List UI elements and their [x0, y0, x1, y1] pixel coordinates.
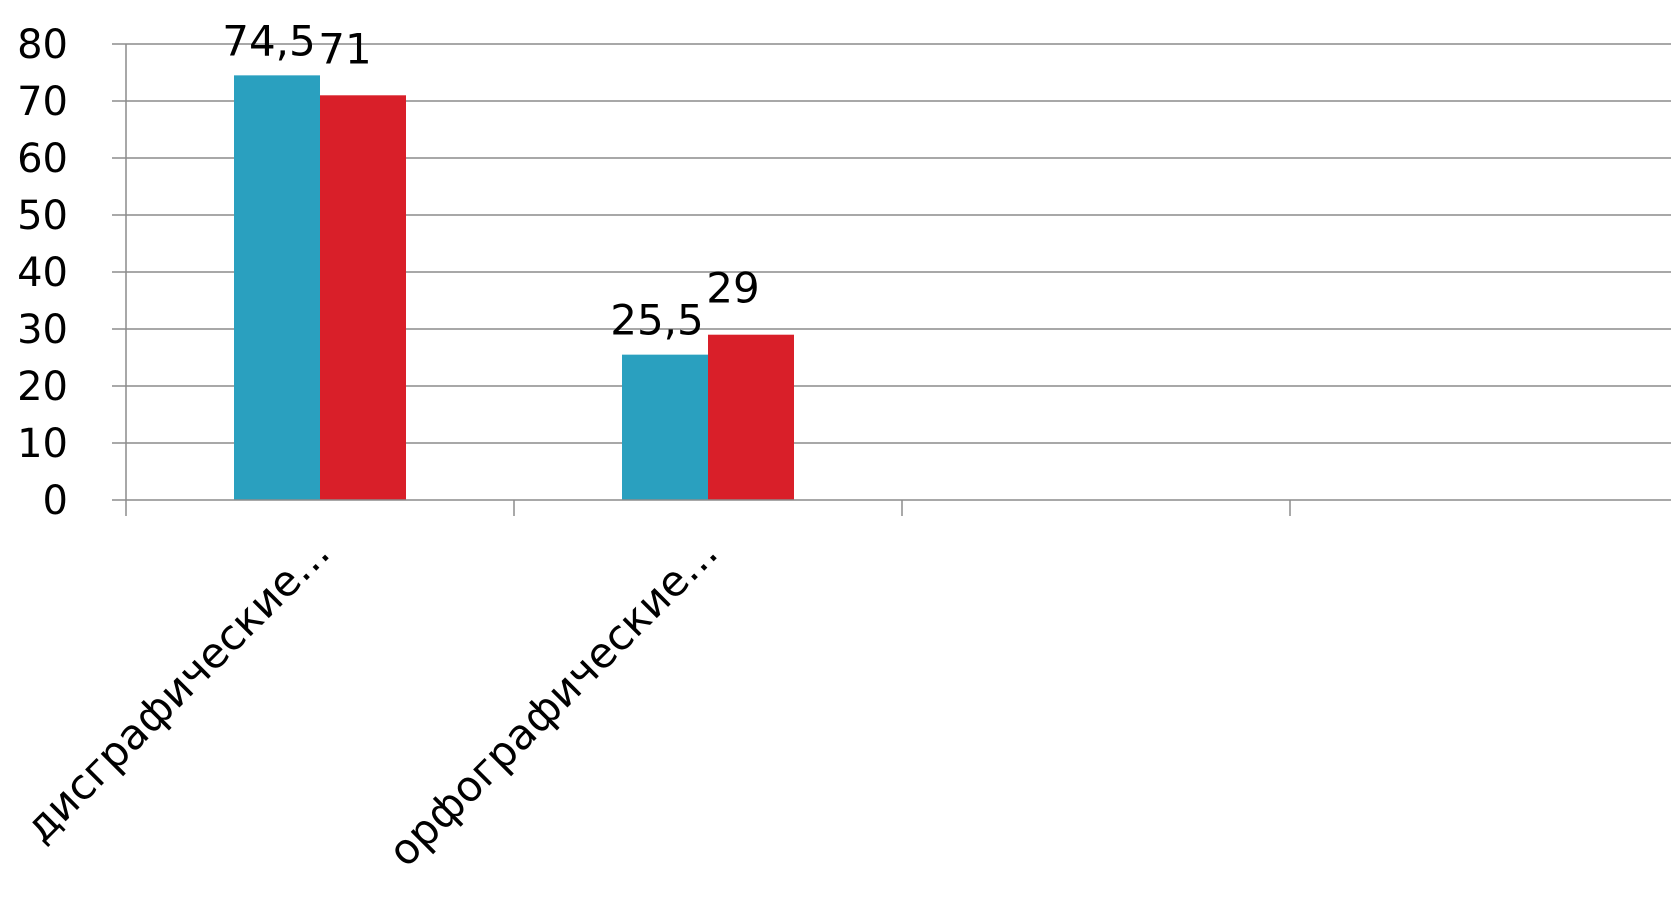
y-tick-label: 70 — [17, 79, 68, 125]
y-tick-label: 0 — [43, 478, 68, 524]
bar — [622, 354, 708, 500]
x-category-label: дисграфические... — [15, 527, 339, 851]
bar — [708, 334, 794, 500]
bar — [234, 75, 320, 500]
axes — [112, 43, 1671, 516]
y-tick-label: 80 — [17, 22, 68, 68]
x-category-label: орфографические... — [379, 527, 728, 876]
y-tick-label: 60 — [17, 136, 68, 182]
y-tick-label: 50 — [17, 193, 68, 239]
data-label: 74,5 — [222, 16, 316, 65]
data-label: 29 — [706, 264, 759, 313]
bars — [234, 75, 794, 501]
y-tick-label: 30 — [17, 307, 68, 353]
y-tick-label: 20 — [17, 364, 68, 410]
data-label: 71 — [318, 24, 371, 73]
y-tick-label: 10 — [17, 421, 68, 467]
bar — [320, 95, 406, 501]
data-label: 25,5 — [610, 296, 704, 345]
y-tick-label: 40 — [17, 250, 68, 296]
